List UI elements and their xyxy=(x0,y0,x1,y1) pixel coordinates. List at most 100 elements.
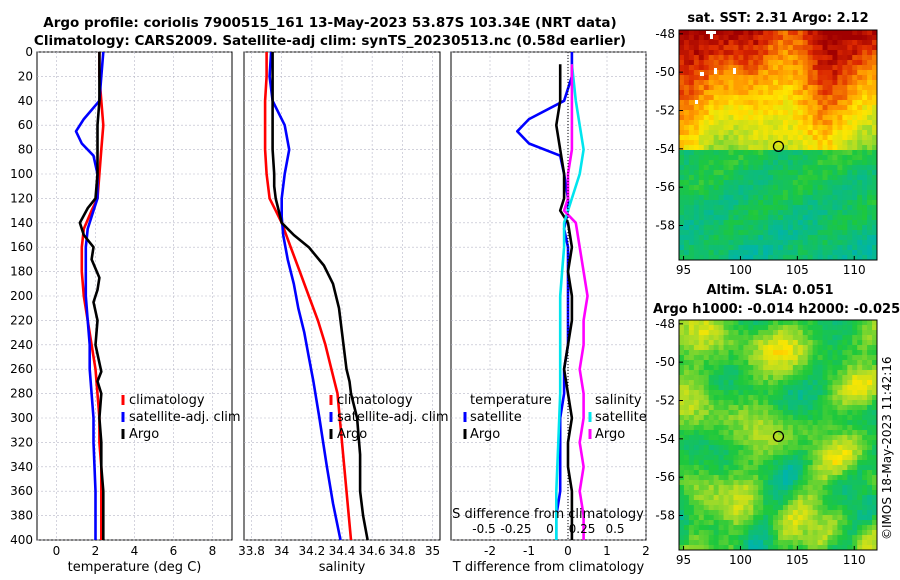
map-cell xyxy=(842,95,848,101)
map-cell xyxy=(713,455,719,461)
map-cell xyxy=(718,535,724,541)
map-cell xyxy=(683,335,690,341)
map-cell xyxy=(713,160,719,166)
map-cell xyxy=(753,495,759,501)
map-cell xyxy=(748,455,754,461)
map-cell xyxy=(688,125,695,131)
map-cell xyxy=(812,200,818,206)
map-cell xyxy=(852,505,858,511)
map-cell xyxy=(758,475,764,481)
map-cell xyxy=(718,440,724,446)
map-cell xyxy=(842,440,848,446)
map-cell xyxy=(872,165,878,171)
map-cell xyxy=(718,120,724,126)
map-cell xyxy=(812,40,818,46)
map-cell xyxy=(773,160,779,166)
map-cell xyxy=(857,120,863,126)
map-cell xyxy=(852,470,858,476)
map-cell xyxy=(713,535,719,541)
map-cell xyxy=(847,415,853,421)
map-cell xyxy=(738,230,744,236)
map-cell xyxy=(728,180,734,186)
map-cell xyxy=(758,485,764,491)
map-cell xyxy=(728,200,734,206)
map-cell xyxy=(703,430,710,436)
map-cell xyxy=(768,195,774,201)
map-cell xyxy=(698,465,705,471)
map-cell xyxy=(698,495,705,501)
map-cell xyxy=(837,340,843,346)
map-cell xyxy=(693,245,700,251)
map-cell xyxy=(679,330,685,336)
map-cell xyxy=(802,140,809,146)
map-cell xyxy=(837,60,843,66)
map-cell xyxy=(872,145,878,151)
map-cell xyxy=(792,520,799,526)
map-cell xyxy=(679,325,685,331)
map-cell xyxy=(842,505,848,511)
map-cell xyxy=(683,55,690,61)
map-cell xyxy=(683,400,690,406)
map-cell xyxy=(782,360,789,366)
map-cell xyxy=(723,330,729,336)
map-cell xyxy=(832,195,838,201)
map-cell xyxy=(847,400,853,406)
map-cell xyxy=(832,210,838,216)
map-cell xyxy=(713,95,719,101)
map-cell xyxy=(778,30,784,36)
map-cell xyxy=(733,395,739,401)
map-cell xyxy=(817,440,823,446)
map-cell xyxy=(872,390,878,396)
map-cell xyxy=(787,490,794,496)
map-cell xyxy=(679,135,685,141)
map-cell xyxy=(743,45,749,51)
map-cell xyxy=(708,490,715,496)
map-cell xyxy=(847,250,853,256)
map-cell xyxy=(723,325,729,331)
map-cell xyxy=(773,70,779,76)
map-cell xyxy=(862,130,868,136)
map-cell xyxy=(743,320,749,326)
map-cell xyxy=(703,380,710,386)
map-cell xyxy=(758,395,764,401)
map-cell xyxy=(733,245,739,251)
map-cell xyxy=(718,200,724,206)
map-cell xyxy=(827,220,833,226)
map-cell xyxy=(773,340,779,346)
map-cell xyxy=(728,420,734,426)
map-cell xyxy=(748,160,754,166)
map-cell xyxy=(693,430,700,436)
map-cell xyxy=(708,165,715,171)
map-cell xyxy=(802,435,809,441)
map-cell xyxy=(713,330,719,336)
map-cell xyxy=(857,165,863,171)
map-cell xyxy=(728,540,734,546)
map-cell xyxy=(787,335,794,341)
map-cell xyxy=(837,350,843,356)
map-cell xyxy=(708,240,715,246)
map-cell xyxy=(807,325,814,331)
map-cell xyxy=(852,435,858,441)
map-cell xyxy=(852,150,858,156)
map-cell xyxy=(782,420,789,426)
map-cell xyxy=(787,240,794,246)
map-cell xyxy=(867,125,873,131)
map-cell xyxy=(763,490,769,496)
map-cell xyxy=(867,145,873,151)
map-cell xyxy=(792,225,799,231)
map-cell xyxy=(688,120,695,126)
map-cell xyxy=(787,380,794,386)
y-tick-label: 160 xyxy=(10,240,33,254)
map-cell xyxy=(703,90,710,96)
map-cell xyxy=(812,155,818,161)
map-cell xyxy=(728,425,734,431)
map-cell xyxy=(743,100,749,106)
map-cell xyxy=(797,180,804,186)
map-cell xyxy=(802,230,809,236)
map-cell xyxy=(733,370,739,376)
map-cell xyxy=(817,90,823,96)
map-cell xyxy=(718,350,724,356)
map-cell xyxy=(857,40,863,46)
map-cell xyxy=(748,50,754,56)
map-cell xyxy=(763,105,769,111)
